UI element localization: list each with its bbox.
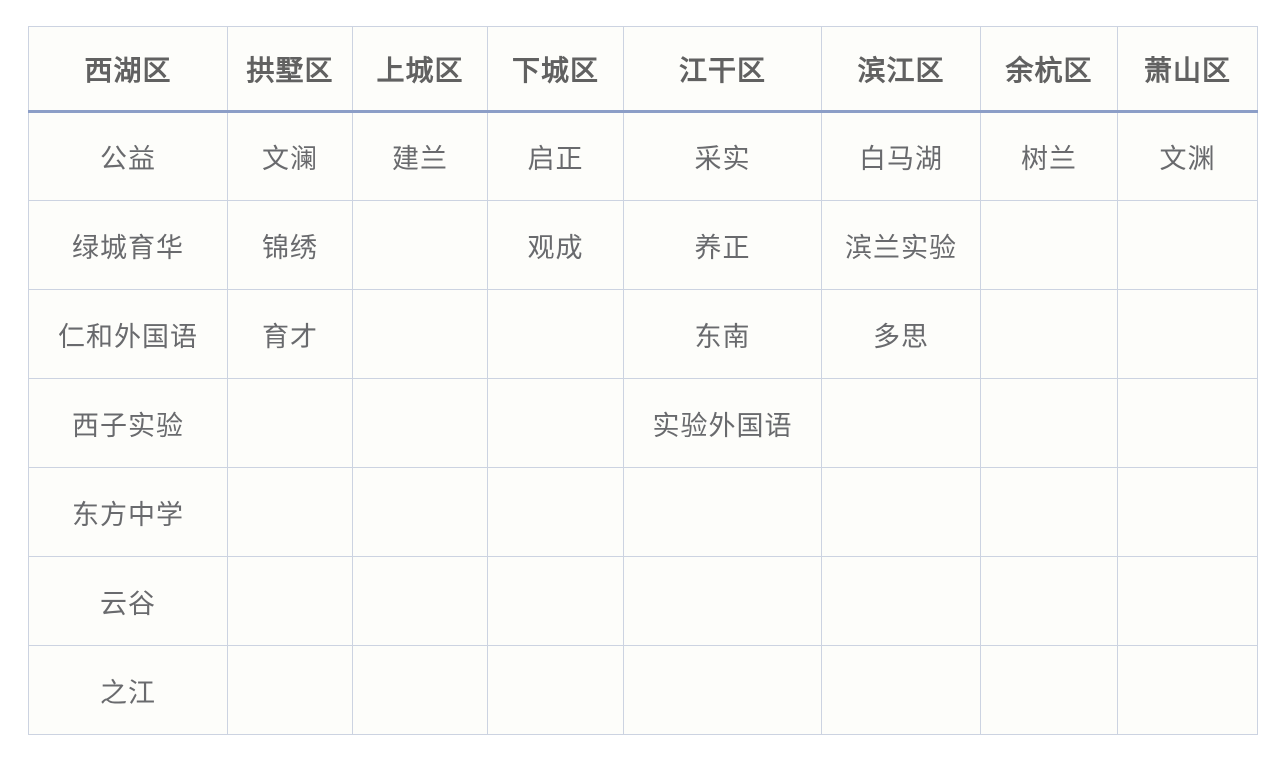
table-header-row: 西湖区 拱墅区 上城区 下城区 江干区 滨江区 余杭区 萧山区	[28, 26, 1258, 113]
table-cell: 锦绣	[227, 200, 353, 290]
table-cell: 文渊	[1117, 111, 1258, 201]
table-cell: 文澜	[227, 111, 353, 201]
table-cell	[980, 556, 1118, 646]
table-cell	[1117, 200, 1258, 290]
table-cell: 育才	[227, 289, 353, 379]
table-cell: 之江	[28, 645, 228, 735]
table-row: 东方中学	[28, 467, 1258, 557]
table-cell	[821, 556, 981, 646]
table-cell: 建兰	[352, 111, 488, 201]
table-cell: 东南	[623, 289, 822, 379]
table-cell: 实验外国语	[623, 378, 822, 468]
table-cell	[1117, 556, 1258, 646]
table-cell: 树兰	[980, 111, 1118, 201]
column-header-yuhang: 余杭区	[980, 26, 1118, 113]
district-school-table: 西湖区 拱墅区 上城区 下城区 江干区 滨江区 余杭区 萧山区 公益 文澜 建兰…	[28, 26, 1258, 735]
table-cell: 东方中学	[28, 467, 228, 557]
column-header-xiaoshan: 萧山区	[1117, 26, 1258, 113]
table-cell	[821, 467, 981, 557]
column-header-binjiang: 滨江区	[821, 26, 981, 113]
table-cell	[352, 378, 488, 468]
table-cell	[980, 467, 1118, 557]
table-cell: 采实	[623, 111, 822, 201]
table-cell	[227, 378, 353, 468]
table-cell	[821, 378, 981, 468]
table-cell: 多思	[821, 289, 981, 379]
table-cell	[487, 467, 624, 557]
table-cell: 观成	[487, 200, 624, 290]
column-header-xihu: 西湖区	[28, 26, 228, 113]
table-cell	[227, 645, 353, 735]
table-body: 公益 文澜 建兰 启正 采实 白马湖 树兰 文渊 绿城育华 锦绣 观成 养正 滨…	[28, 111, 1258, 735]
table-cell: 仁和外国语	[28, 289, 228, 379]
table-cell	[980, 645, 1118, 735]
table-cell	[352, 556, 488, 646]
table-cell	[352, 467, 488, 557]
table-cell	[980, 378, 1118, 468]
table-cell	[487, 289, 624, 379]
table-cell	[487, 378, 624, 468]
table-cell	[980, 200, 1118, 290]
table-cell: 养正	[623, 200, 822, 290]
district-school-table-container: 西湖区 拱墅区 上城区 下城区 江干区 滨江区 余杭区 萧山区 公益 文澜 建兰…	[28, 26, 1258, 735]
table-cell	[352, 200, 488, 290]
table-cell	[352, 645, 488, 735]
table-row: 仁和外国语 育才 东南 多思	[28, 289, 1258, 379]
table-cell: 西子实验	[28, 378, 228, 468]
table-cell: 启正	[487, 111, 624, 201]
table-cell	[227, 467, 353, 557]
table-cell	[487, 645, 624, 735]
table-cell	[623, 467, 822, 557]
table-cell: 绿城育华	[28, 200, 228, 290]
table-cell	[227, 556, 353, 646]
table-cell	[1117, 289, 1258, 379]
table-row: 之江	[28, 645, 1258, 735]
table-row: 公益 文澜 建兰 启正 采实 白马湖 树兰 文渊	[28, 111, 1258, 201]
table-cell	[487, 556, 624, 646]
table-cell	[980, 289, 1118, 379]
column-header-jianggan: 江干区	[623, 26, 822, 113]
column-header-shangcheng: 上城区	[352, 26, 488, 113]
table-cell: 滨兰实验	[821, 200, 981, 290]
table-cell: 云谷	[28, 556, 228, 646]
table-cell	[1117, 378, 1258, 468]
table-row: 绿城育华 锦绣 观成 养正 滨兰实验	[28, 200, 1258, 290]
table-row: 云谷	[28, 556, 1258, 646]
table-cell	[623, 645, 822, 735]
table-cell	[1117, 467, 1258, 557]
table-cell: 白马湖	[821, 111, 981, 201]
table-cell	[623, 556, 822, 646]
table-row: 西子实验 实验外国语	[28, 378, 1258, 468]
column-header-gongshu: 拱墅区	[227, 26, 353, 113]
table-cell	[1117, 645, 1258, 735]
table-cell	[352, 289, 488, 379]
column-header-xiacheng: 下城区	[487, 26, 624, 113]
table-cell: 公益	[28, 111, 228, 201]
table-cell	[821, 645, 981, 735]
